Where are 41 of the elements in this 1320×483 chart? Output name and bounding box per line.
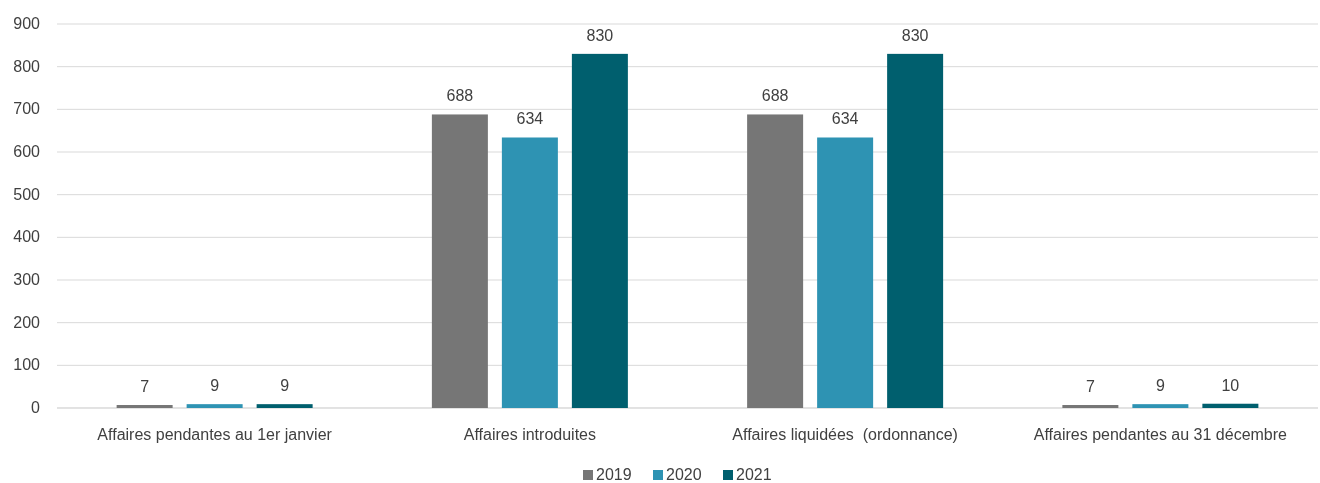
y-tick-label: 600 <box>13 143 41 160</box>
data-label: 688 <box>446 87 474 105</box>
data-label: 9 <box>280 377 290 395</box>
data-label: 9 <box>210 377 220 395</box>
y-tick-label: 900 <box>13 15 41 32</box>
x-tick-label: Affaires pendantes au 31 décembre <box>1033 426 1288 443</box>
x-tick-label: Affaires liquidées (ordonnance) <box>732 426 958 443</box>
y-tick-label: 500 <box>13 185 41 203</box>
y-tick-label: 300 <box>13 271 41 288</box>
legend-label: 2020 <box>666 466 702 483</box>
y-tick-label: 700 <box>13 100 41 118</box>
data-label: 688 <box>761 87 789 105</box>
data-label: 7 <box>1085 378 1095 396</box>
bar <box>186 404 243 408</box>
y-tick-label: 400 <box>13 228 41 246</box>
x-tick-label: Affaires introduites <box>463 426 596 443</box>
data-label: 9 <box>1155 377 1165 395</box>
y-tick-label: 200 <box>13 313 41 331</box>
bar <box>116 405 173 408</box>
y-tick-label: 100 <box>13 356 41 374</box>
bar <box>1062 405 1119 408</box>
data-label: 10 <box>1221 376 1240 394</box>
y-tick-label: 0 <box>31 399 41 416</box>
bar <box>256 404 313 408</box>
bar <box>1132 404 1189 408</box>
data-label: 634 <box>516 110 544 128</box>
data-label: 830 <box>586 26 614 44</box>
x-tick-label: Affaires pendantes au 1er janvier <box>97 426 333 443</box>
bar <box>747 114 804 408</box>
legend-label: 2019 <box>596 466 632 483</box>
bar <box>1202 403 1259 408</box>
bar <box>817 137 874 408</box>
bar <box>571 53 628 408</box>
bar <box>887 53 944 408</box>
y-tick-label: 800 <box>13 57 41 75</box>
data-label: 830 <box>901 26 929 44</box>
legend-label: 2021 <box>736 466 772 483</box>
bar <box>431 114 488 408</box>
data-label: 7 <box>140 378 150 396</box>
bar <box>501 137 558 408</box>
data-label: 634 <box>831 110 859 128</box>
